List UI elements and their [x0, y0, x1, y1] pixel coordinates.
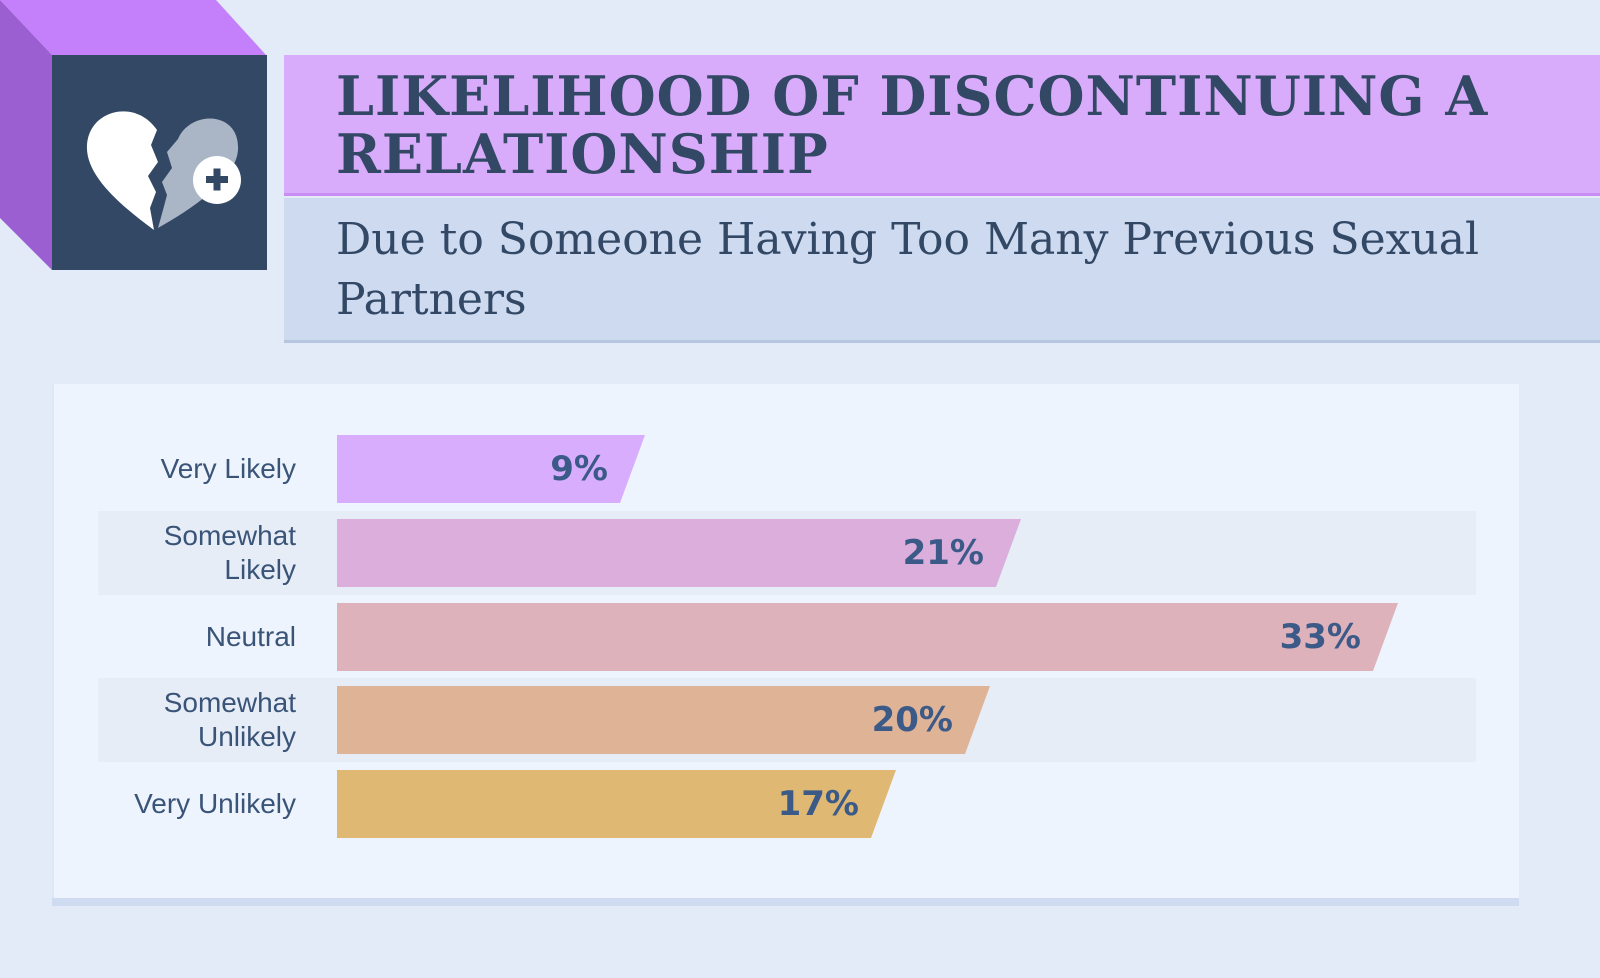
value-label: 20%: [871, 700, 953, 740]
bar: 21%: [337, 519, 1021, 587]
category-label: Somewhat Unlikely: [74, 686, 296, 754]
value-label: 9%: [550, 449, 608, 489]
category-label: Very Unlikely: [74, 787, 296, 821]
value-label: 17%: [777, 784, 859, 824]
category-label: Neutral: [74, 620, 296, 654]
title-band: LIKELIHOOD OF DISCONTINUING A RELATIONSH…: [284, 55, 1600, 196]
category-label: Somewhat Likely: [74, 519, 296, 587]
bar: 17%: [337, 770, 896, 838]
chart-row: Somewhat Unlikely 20%: [54, 678, 1519, 762]
page-title: LIKELIHOOD OF DISCONTINUING A RELATIONSH…: [336, 64, 1489, 186]
subtitle-band: Due to Someone Having Too Many Previous …: [284, 198, 1600, 343]
bar: 20%: [337, 686, 990, 754]
value-label: 33%: [1279, 617, 1361, 657]
chart-row: Very Unlikely 17%: [54, 762, 1519, 846]
chart-row: Very Likely 9%: [54, 427, 1519, 511]
category-label: Very Likely: [74, 452, 296, 486]
bar: 9%: [337, 435, 645, 503]
bar: 33%: [337, 603, 1398, 671]
category-label-line: Very Unlikely: [134, 788, 296, 819]
broken-heart-plus-icon: [86, 111, 241, 230]
category-label-line: Unlikely: [197, 721, 296, 752]
icon-cube: [0, 0, 270, 272]
chart-row: Neutral 33%: [54, 595, 1519, 679]
category-label-line: Somewhat: [163, 687, 296, 718]
category-label-line: Somewhat: [163, 520, 296, 551]
category-label-line: Neutral: [205, 621, 296, 652]
chart-row: Somewhat Likely 21%: [54, 511, 1519, 595]
chart-panel: Very Likely 9% Somewhat Likely 21% Neutral 33%…: [52, 384, 1519, 898]
value-label: 21%: [902, 533, 984, 573]
page-subtitle: Due to Someone Having Too Many Previous …: [336, 214, 1480, 325]
category-label-line: Very Likely: [160, 453, 296, 484]
category-label-line: Likely: [224, 554, 296, 585]
